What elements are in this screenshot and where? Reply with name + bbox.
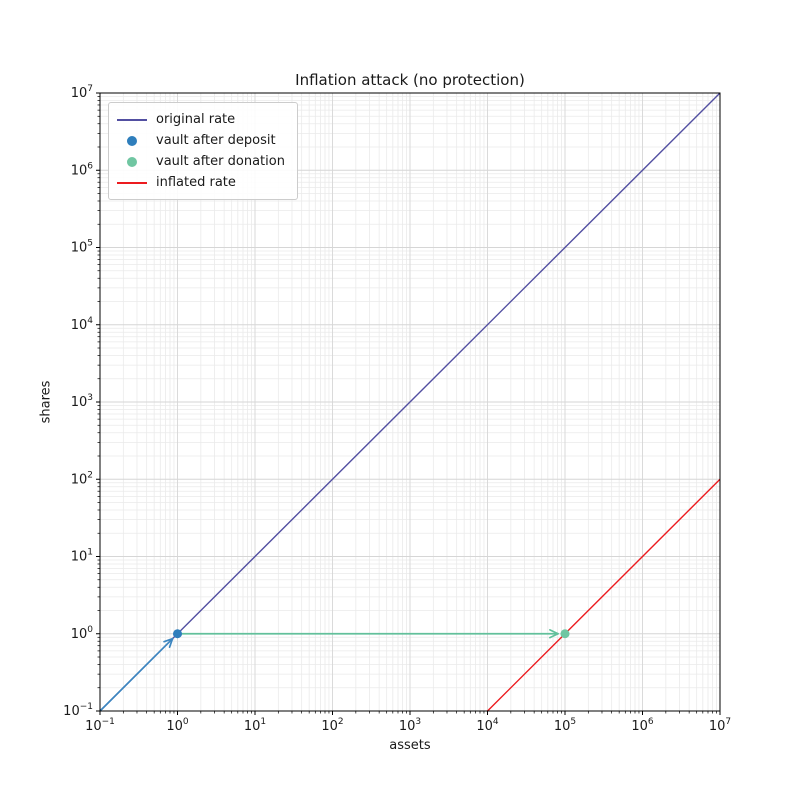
y-tick-label-1: 101 xyxy=(71,548,93,565)
legend-label: original rate xyxy=(156,112,236,127)
deposit-arrow xyxy=(99,637,174,712)
x-tick-label-3: 103 xyxy=(399,717,421,734)
legend-label: vault after donation xyxy=(156,154,285,169)
y-tick-label-5: 105 xyxy=(71,239,93,256)
y-tick-label--1: 10−1 xyxy=(63,702,93,719)
legend-item-inflated-rate: inflated rate xyxy=(117,172,285,193)
y-tick-label-0: 100 xyxy=(71,625,94,642)
legend-item-vault-after-donation: vault after donation xyxy=(117,151,285,172)
x-tick-label-7: 107 xyxy=(709,717,731,734)
x-tick-label-1: 101 xyxy=(244,717,266,734)
legend-label: inflated rate xyxy=(156,175,236,190)
x-axis-label: assets xyxy=(389,738,431,753)
y-tick-label-2: 102 xyxy=(71,470,93,487)
y-tick-label-7: 107 xyxy=(71,84,93,101)
donation-arrow xyxy=(176,628,559,639)
legend-item-original-rate: original rate xyxy=(117,109,285,130)
chart-title: Inflation attack (no protection) xyxy=(295,71,525,89)
legend-line-swatch xyxy=(117,118,147,121)
x-tick-label-4: 104 xyxy=(476,717,499,734)
marker-vault-after-donation xyxy=(560,629,570,639)
legend-label: vault after deposit xyxy=(156,133,276,148)
y-tick-label-6: 106 xyxy=(71,161,94,178)
y-tick-label-4: 104 xyxy=(71,316,94,333)
legend-line-swatch xyxy=(117,181,147,184)
x-tick-label--1: 10−1 xyxy=(85,717,115,734)
y-tick-label-3: 103 xyxy=(71,393,93,410)
x-tick-label-5: 105 xyxy=(554,717,576,734)
series-original-rate xyxy=(99,92,721,712)
legend-dot-swatch xyxy=(117,135,147,146)
marker-vault-after-deposit xyxy=(173,629,182,639)
x-tick-label-0: 100 xyxy=(166,717,189,734)
series-inflated-rate xyxy=(487,478,721,712)
x-tick-label-2: 102 xyxy=(321,717,343,734)
ticks xyxy=(96,92,721,715)
legend-item-vault-after-deposit: vault after deposit xyxy=(117,130,285,151)
x-tick-label-6: 106 xyxy=(631,717,654,734)
y-axis-label: shares xyxy=(38,380,54,424)
legend-dot-swatch xyxy=(117,156,147,167)
legend: original rate vault after deposit vault af… xyxy=(108,102,298,200)
